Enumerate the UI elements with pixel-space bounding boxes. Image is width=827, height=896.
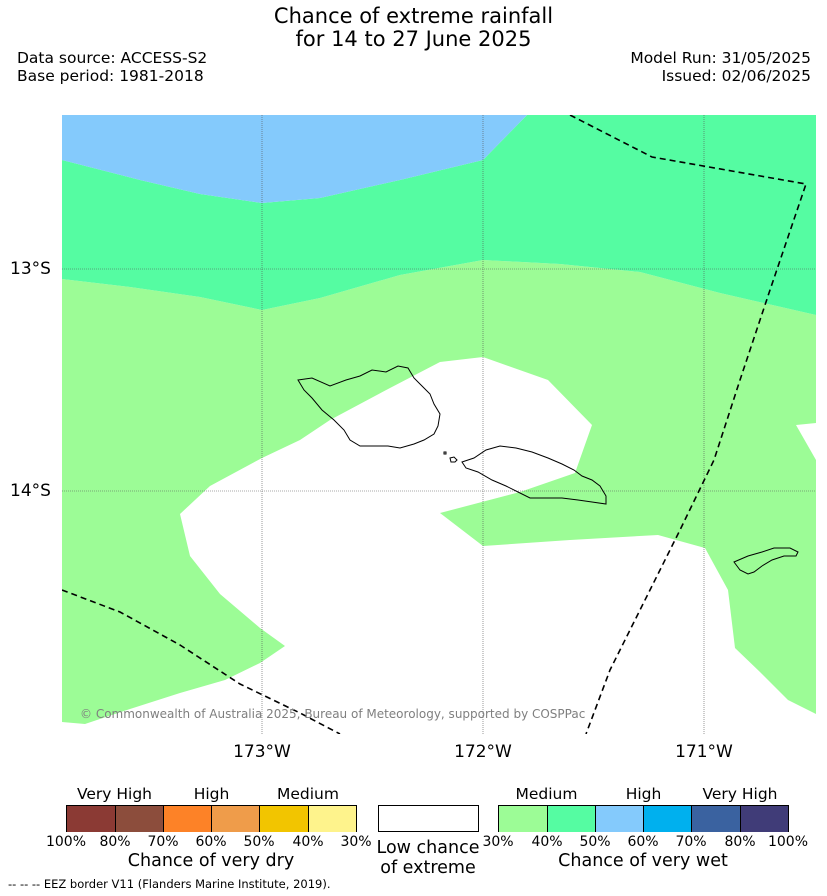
chart-title-line2: for 14 to 27 June 2025 xyxy=(295,27,532,51)
region-medium-30-40 xyxy=(62,260,816,724)
legend-wet-swatch-6 xyxy=(741,806,788,832)
legend-wet-tick: 80% xyxy=(724,834,756,850)
base-period: Base period: 1981-2018 xyxy=(17,67,204,85)
lon-label-173w: 173°W xyxy=(233,742,291,762)
legend-dry-header-medium: Medium xyxy=(277,785,339,803)
legend-dry-tick: 60% xyxy=(195,834,227,850)
legend-dry-tick: 50% xyxy=(243,834,275,850)
legend-wet-header-high: High xyxy=(625,785,662,803)
island-upolu xyxy=(461,445,607,505)
legend-dry-swatch-1 xyxy=(67,806,116,832)
legend-wet-swatch-3 xyxy=(596,806,644,832)
legend-wet-tick: 50% xyxy=(579,834,611,850)
copyright-notice: © Commonwealth of Australia 2025, Bureau… xyxy=(80,707,586,721)
data-source: Data source: ACCESS-S2 xyxy=(17,49,208,67)
map-panel xyxy=(61,114,816,735)
legend-wet-swatch-4 xyxy=(644,806,692,832)
legend-dry-header-high: High xyxy=(193,785,230,803)
lat-label-13s: 13°S xyxy=(10,259,51,279)
legend-dry-swatch-4 xyxy=(212,806,260,832)
lat-label-14s: 14°S xyxy=(10,481,51,501)
legend-wet-colorbar xyxy=(498,805,789,832)
issued-date: Issued: 02/06/2025 xyxy=(661,67,811,85)
legend-wet-tick: 70% xyxy=(675,834,707,850)
legend-low-caption-1: Low chance xyxy=(376,838,480,858)
legend-wet-swatch-5 xyxy=(692,806,741,832)
legend-dry-tick: 70% xyxy=(147,834,179,850)
island-tutuila xyxy=(733,547,799,575)
legend-dry-header-very-high: Very High xyxy=(76,785,153,803)
eez-border-east xyxy=(569,114,808,735)
legend-low-swatch xyxy=(378,805,479,832)
legend-wet-swatch-1 xyxy=(499,806,548,832)
island-savaii xyxy=(297,365,441,449)
chart-title-line1: Chance of extreme rainfall xyxy=(273,4,554,28)
island-manono xyxy=(449,456,458,463)
legend-dry-tick: 30% xyxy=(340,834,372,850)
legend-wet-caption: Chance of very wet xyxy=(558,851,728,871)
legend-wet-tick: 30% xyxy=(482,834,514,850)
eez-border-west xyxy=(61,589,341,735)
legend-low-caption-2: of extreme xyxy=(380,858,476,878)
region-high-50-60 xyxy=(62,115,527,203)
island-apolima xyxy=(443,451,447,455)
legend-dry-swatch-2 xyxy=(116,806,164,832)
legend-wet-tick: 100% xyxy=(767,834,809,850)
legend-wet-header-very-high: Very High xyxy=(702,785,778,803)
rainfall-map xyxy=(61,114,816,735)
model-run: Model Run: 31/05/2025 xyxy=(630,49,811,67)
legend-wet-tick: 40% xyxy=(531,834,563,850)
legend-dry-colorbar xyxy=(66,805,357,832)
lon-label-172w: 172°W xyxy=(454,742,512,762)
legend-wet-swatch-2 xyxy=(548,806,596,832)
islands xyxy=(297,365,799,575)
legend-dry-tick: 80% xyxy=(99,834,131,850)
region-medium-40-50 xyxy=(62,115,816,315)
legend-wet-header-medium: Medium xyxy=(515,785,578,803)
gridlines xyxy=(62,115,816,734)
legend-dry-swatch-6 xyxy=(309,806,356,832)
legend-dry-tick: 40% xyxy=(292,834,324,850)
legend-wet-tick: 60% xyxy=(627,834,659,850)
lon-label-171w: 171°W xyxy=(675,742,733,762)
legend-dry-swatch-3 xyxy=(164,806,212,832)
eez-border xyxy=(61,114,808,735)
legend-dry-swatch-5 xyxy=(260,806,309,832)
legend-dry-caption: Chance of very dry xyxy=(127,851,295,871)
legend-dry-tick: 100% xyxy=(45,834,87,850)
eez-footnote: -- -- -- EEZ border V11 (Flanders Marine… xyxy=(8,877,331,891)
